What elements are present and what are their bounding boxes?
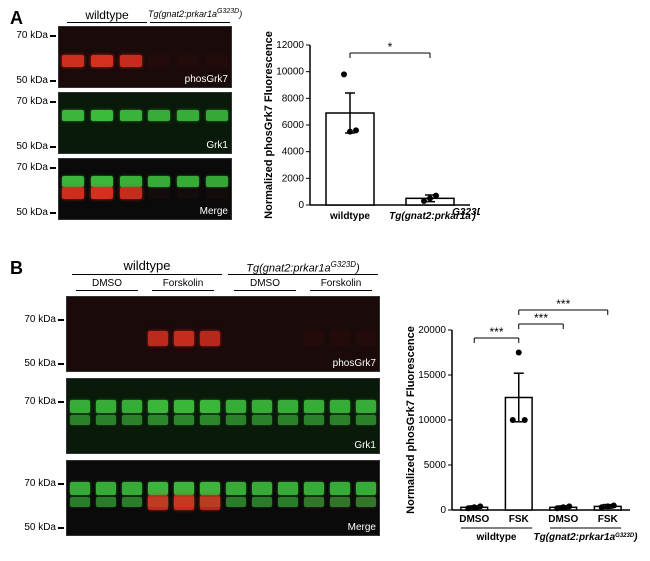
- mw-a-1: 70 kDa: [10, 30, 48, 41]
- mw-tick: [58, 401, 64, 403]
- svg-text:10000: 10000: [418, 415, 446, 426]
- svg-text:4000: 4000: [282, 147, 305, 158]
- mw-tick: [50, 212, 56, 214]
- subheader-b-2: DMSO: [230, 278, 300, 289]
- svg-text:20000: 20000: [418, 325, 446, 336]
- panel-a-label: A: [10, 8, 23, 29]
- chart-a: 0 2000 4000 6000 8000 10000 12000Normalized ph…: [260, 20, 480, 230]
- svg-text:***: ***: [489, 325, 503, 339]
- mw-tick: [58, 363, 64, 365]
- blot-a-grk1: Grk1: [58, 92, 232, 154]
- sub-line: [310, 290, 372, 291]
- sub-line: [152, 290, 214, 291]
- mw-tick: [50, 101, 56, 103]
- svg-text:6000: 6000: [282, 120, 305, 131]
- header-a-right: Tg(gnat2:prkar1aG323D): [148, 8, 232, 19]
- blot-b-grk1: Grk1: [66, 378, 380, 454]
- mw-b-1: 70 kDa: [18, 314, 56, 325]
- svg-text:8000: 8000: [282, 93, 305, 104]
- mw-b-3: 70 kDa: [18, 396, 56, 407]
- blot-b-merge: Merge: [66, 460, 380, 536]
- svg-text:Normalized phosGrk7 Fluorescen: Normalized phosGrk7 Fluorescence: [405, 326, 417, 514]
- mw-tick: [58, 319, 64, 321]
- chart-b: 0 5000 10000 15000 20000Normalized phosGrk7 …: [400, 280, 640, 550]
- mw-tick: [58, 483, 64, 485]
- svg-text:0: 0: [298, 200, 304, 211]
- sub-line: [76, 290, 138, 291]
- mw-tick: [50, 146, 56, 148]
- mw-b-5: 50 kDa: [18, 522, 56, 533]
- svg-text:***: ***: [534, 311, 548, 325]
- header-line-b-left: [72, 274, 222, 275]
- svg-text:FSK: FSK: [509, 514, 530, 525]
- mw-a-2: 50 kDa: [10, 75, 48, 86]
- mw-tick: [50, 35, 56, 37]
- header-line-b-right: [228, 274, 378, 275]
- header-b-left: wildtype: [72, 258, 222, 273]
- mw-tick: [58, 527, 64, 529]
- header-a-left: wildtype: [67, 8, 147, 22]
- svg-text:*: *: [388, 40, 393, 54]
- svg-text:G323D: G323D: [452, 207, 480, 218]
- mw-b-2: 50 kDa: [18, 358, 56, 369]
- svg-text:0: 0: [440, 505, 446, 516]
- subheader-b-3: Forskolin: [306, 278, 376, 289]
- header-b-right: Tg(gnat2:prkar1aG323D): [228, 260, 378, 275]
- subheader-b-1: Forskolin: [148, 278, 218, 289]
- mw-tick: [50, 80, 56, 82]
- svg-text:2000: 2000: [282, 173, 305, 184]
- svg-text:12000: 12000: [276, 40, 304, 51]
- svg-text:5000: 5000: [424, 460, 447, 471]
- subheader-b-0: DMSO: [72, 278, 142, 289]
- svg-text:15000: 15000: [418, 370, 446, 381]
- mw-tick: [50, 167, 56, 169]
- svg-text:DMSO: DMSO: [548, 514, 578, 525]
- svg-text:DMSO: DMSO: [459, 514, 489, 525]
- svg-text:Normalized phosGrk7 Fluorescen: Normalized phosGrk7 Fluorescence: [263, 31, 275, 219]
- svg-text:***: ***: [556, 297, 570, 311]
- blot-a-phosgrk7: phosGrk7: [58, 26, 232, 88]
- mw-a-6: 50 kDa: [10, 207, 48, 218]
- svg-text:FSK: FSK: [598, 514, 619, 525]
- mw-a-5: 70 kDa: [10, 162, 48, 173]
- mw-a-4: 50 kDa: [10, 141, 48, 152]
- header-line-a-left: [67, 22, 147, 23]
- panel-b-label: B: [10, 258, 23, 279]
- svg-text:wildtype: wildtype: [329, 211, 370, 222]
- mw-b-4: 70 kDa: [18, 478, 56, 489]
- svg-text:wildtype: wildtype: [475, 532, 516, 543]
- svg-text:Tg(gnat2:prkar1aG323D): Tg(gnat2:prkar1aG323D): [533, 532, 638, 543]
- blot-a-merge: Merge: [58, 158, 232, 220]
- blot-b-phosgrk7: phosGrk7: [66, 296, 380, 372]
- sub-line: [234, 290, 296, 291]
- svg-text:10000: 10000: [276, 67, 304, 78]
- svg-text:): ): [471, 211, 476, 222]
- mw-a-3: 70 kDa: [10, 96, 48, 107]
- header-line-a-right: [150, 22, 230, 23]
